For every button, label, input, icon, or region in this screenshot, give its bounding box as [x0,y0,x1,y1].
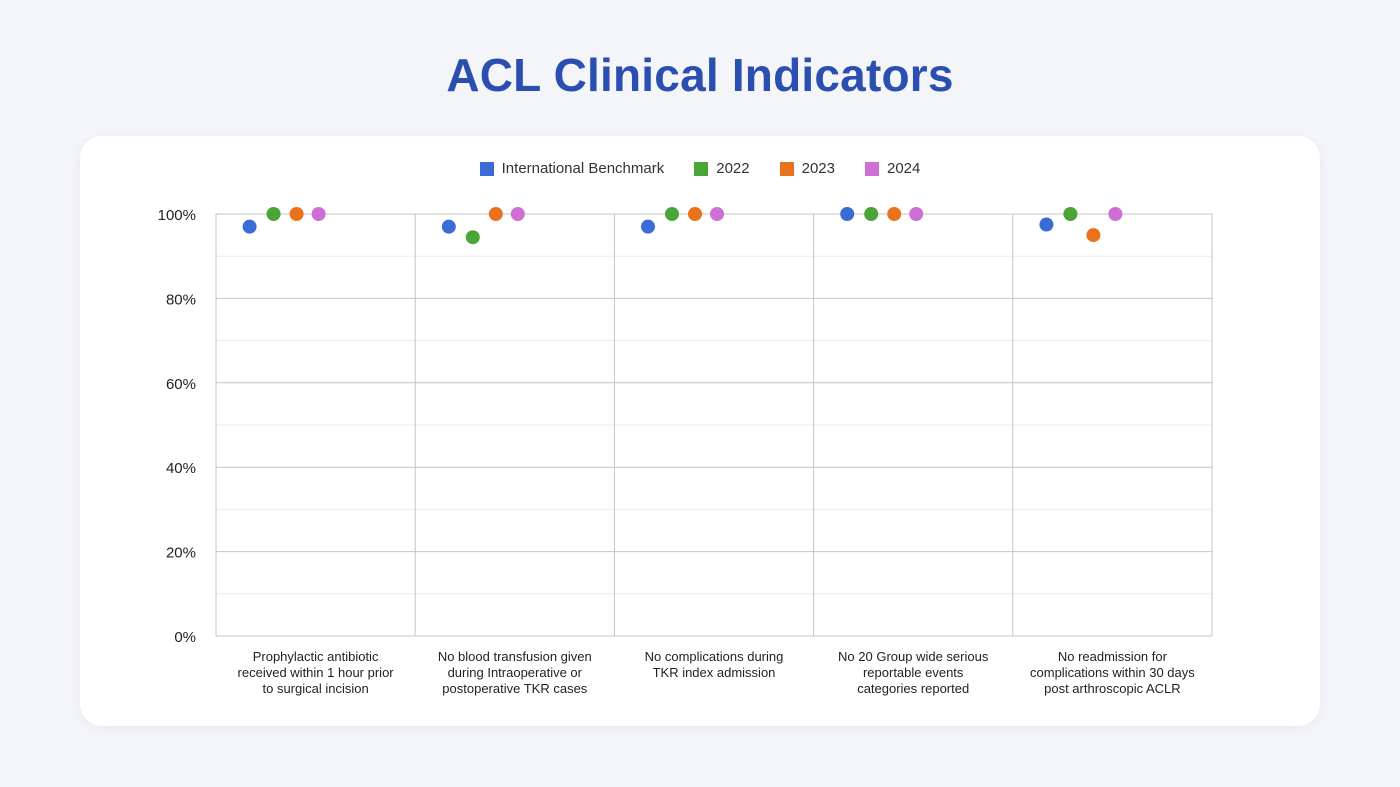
x-category-label: complications within 30 days [1030,665,1195,680]
legend-swatch-2 [779,161,794,176]
data-point-2022-3 [864,207,879,221]
y-tick-label: 20% [166,545,196,562]
data-point-2023-1 [488,207,503,221]
legend-item-0[interactable]: International Benchmark [479,160,665,177]
x-category-label: TKR index admission [653,665,776,680]
legend-item-1[interactable]: 2022 [694,160,750,177]
legend-label-0: International Benchmark [501,160,665,177]
data-point-international-benchmark-4 [1039,217,1054,232]
x-category-label: Prophylactic antibiotic [253,649,379,664]
x-category-label: during Intraoperative or [448,665,583,680]
legend-swatch-3 [864,161,879,176]
data-point-2022-1 [465,230,480,245]
chart-legend: International Benchmark 2022 2023 2024 [80,160,1320,177]
legend-swatch-1 [694,161,709,176]
data-point-2022-0 [266,207,281,221]
legend-label-1: 2022 [716,160,750,177]
legend-label-3: 2024 [886,160,921,177]
y-tick-label: 80% [166,291,196,308]
y-tick-label: 100% [158,207,196,224]
y-tick-label: 60% [166,376,196,393]
y-tick-label: 0% [174,629,196,646]
x-category-label: reportable events [863,665,964,680]
y-tick-label: 40% [166,460,196,477]
data-point-2024-1 [510,207,525,221]
data-point-2023-3 [887,207,902,221]
data-point-2023-0 [289,207,304,221]
x-category-label: No complications during [645,649,784,664]
data-point-2022-2 [665,207,679,221]
data-point-2022-4 [1063,207,1078,221]
scatter-chart: 0% 20% 40% 60% 80% 100% Prophylactic antibioti… [158,207,1213,696]
x-category-label: categories reported [857,681,969,696]
data-point-international-benchmark-1 [441,219,456,234]
data-point-2023-4 [1086,228,1101,243]
x-category-label: post arthroscopic ACLR [1044,681,1181,696]
legend-item-2[interactable]: 2023 [779,160,835,177]
data-point-2024-4 [1108,207,1123,221]
data-point-2024-3 [909,207,924,221]
x-category-label: No readmission for [1058,649,1168,664]
data-point-2024-0 [311,207,326,221]
legend-item-3[interactable]: 2024 [864,160,921,177]
data-point-international-benchmark-2 [641,219,655,234]
x-category-label: No blood transfusion given [438,649,592,664]
x-category-label: postoperative TKR cases [442,681,587,696]
data-point-international-benchmark-0 [242,219,257,234]
x-category-label: received within 1 hour prior [238,665,395,680]
legend-label-2: 2023 [801,160,835,177]
data-point-2024-2 [710,207,724,221]
data-point-international-benchmark-3 [840,207,855,221]
data-point-2023-2 [688,207,702,221]
chart-card: International Benchmark 2022 2023 2024 0% 20… [80,136,1320,726]
legend-swatch-0 [479,161,494,176]
x-category-label: to surgical incision [262,681,368,696]
x-category-label: No 20 Group wide serious [838,649,989,664]
page-title: ACL Clinical Indicators [446,49,954,101]
